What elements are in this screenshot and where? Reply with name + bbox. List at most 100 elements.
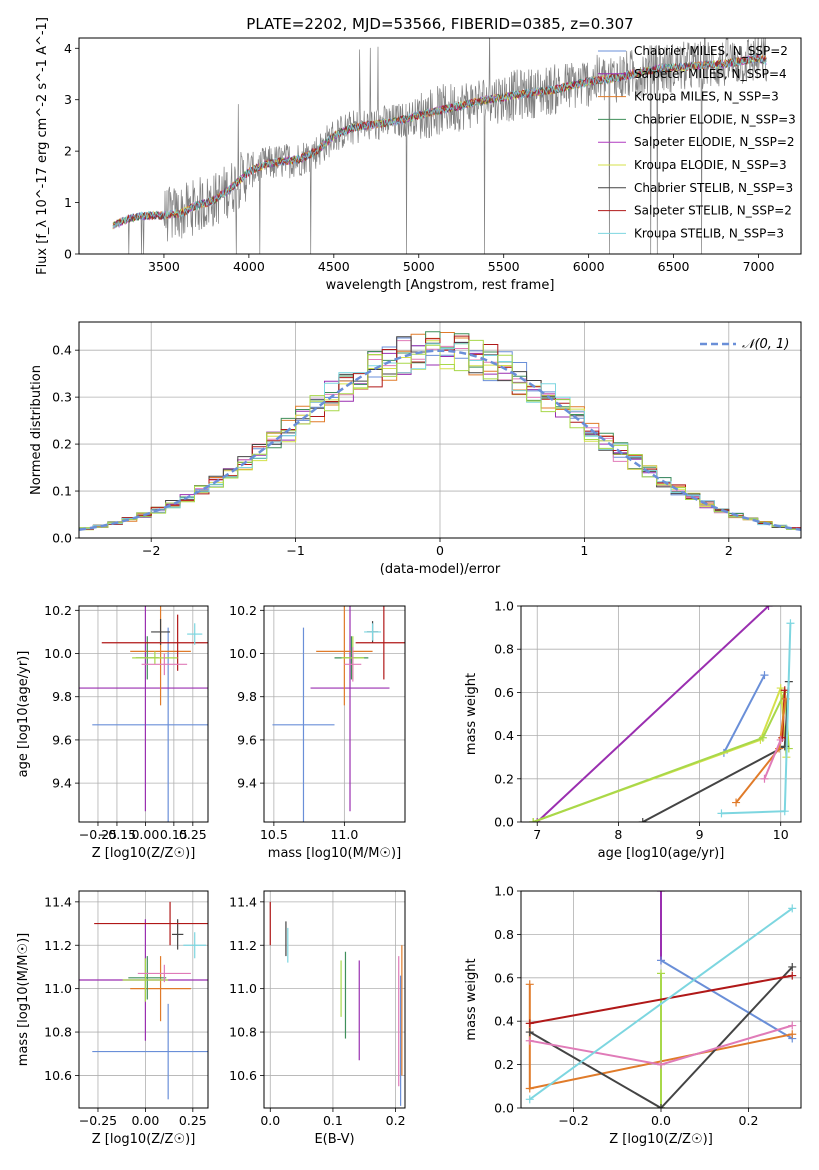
weight-marker (788, 971, 797, 980)
weight-marker (786, 619, 795, 628)
weight-marker (717, 809, 726, 818)
weight-marker (525, 1019, 534, 1028)
residuals-chart: −2 −1 0 1 2 0.0 0.1 0.2 0.3 0.4 (data-model)/error… (29, 321, 802, 577)
y-tick-label: 10.0 (44, 646, 72, 661)
x-tick-label: 5500 (488, 259, 520, 274)
weight-marker (638, 818, 647, 822)
weight-marker (760, 671, 769, 680)
x-tick-label: 0.2 (386, 1113, 406, 1128)
y-axis-label: mass [log10(M/M☉)] (16, 933, 31, 1066)
weight-line (529, 974, 793, 1025)
axes-frame (78, 890, 209, 1109)
plot-area (529, 606, 795, 822)
y-tick-label: 0.6 (494, 685, 514, 700)
x-tick-label: 7 (533, 827, 541, 842)
y-tick-label: 9.6 (237, 732, 257, 747)
x-tick-label: 6000 (573, 259, 605, 274)
weight-marker (657, 969, 665, 978)
y-tick-label: 10.2 (44, 603, 72, 618)
x-tick-label: −0.2 (558, 1113, 588, 1128)
legend-label: Kroupa ELODIE, N_SSP=3 (634, 158, 787, 172)
weight-vs-Z-chart: −0.2 0.0 0.2 0.0 0.2 0.4 0.6 0.8 1.0 Z [log10(Z/Z… (464, 884, 802, 1147)
weight-line (723, 674, 766, 754)
weight-marker (657, 1060, 665, 1069)
y-tick-label: 1.0 (494, 884, 514, 899)
x-axis-label: wavelength [Angstrom, rest frame] (326, 278, 555, 293)
charts-layer: 3500 4000 4500 5000 5500 6000 6500 7000 0 1 2 3 4 wav… (16, 17, 802, 1147)
weight-line (536, 606, 770, 822)
y-tick-label: 0.4 (494, 1014, 514, 1029)
y-axis-label: mass weight (464, 958, 479, 1040)
legend-label: Chabrier STELIB, N_SSP=3 (634, 181, 793, 195)
plot-area (79, 606, 208, 822)
y-tick-label: 10.2 (229, 603, 257, 618)
y-tick-label: 11.2 (229, 938, 257, 953)
x-tick-label: 4000 (233, 259, 265, 274)
y-tick-label: 0.0 (494, 815, 514, 830)
y-tick-label: 0.0 (52, 531, 72, 546)
x-axis-label: E(B-V) (314, 1132, 354, 1147)
weight-marker (780, 807, 789, 816)
y-axis-label: age [log10(age/yr)] (16, 651, 31, 778)
y-tick-label: 0.2 (494, 1057, 514, 1072)
weight-line (532, 688, 790, 822)
plot-area (79, 901, 208, 1100)
y-tick-label: 1.0 (494, 599, 514, 614)
x-tick-label: −0.25 (79, 827, 117, 842)
weight-marker (788, 904, 797, 913)
weight-marker (732, 798, 741, 807)
x-axis-label: age [log10(age/yr)] (598, 846, 725, 861)
y-axis-label: mass weight (464, 673, 479, 755)
y-tick-label: 1 (64, 195, 72, 210)
y-tick-label: 9.4 (52, 776, 72, 791)
weight-marker (776, 735, 785, 744)
age-vs-Z-chart: −0.25−0.150.00 0.150.25 9.4 9.6 9.8 10.0 10.2 Z… (16, 603, 209, 861)
weight-line (529, 907, 793, 1101)
x-tick-label: 0.15 (160, 827, 188, 842)
y-tick-label: 0.3 (52, 390, 72, 405)
x-axis-label: Z [log10(Z/Z☉)] (609, 1132, 713, 1147)
weight-marker (758, 733, 767, 742)
y-tick-label: 0.4 (494, 728, 514, 743)
y-tick-label: 0.4 (52, 343, 72, 358)
histogram-lime (79, 339, 801, 530)
legend-label: Salpeter MILES, N_SSP=4 (634, 67, 787, 81)
weight-line (763, 739, 782, 780)
y-tick-label: 10.0 (229, 646, 257, 661)
x-tick-label: 9 (696, 827, 704, 842)
y-tick-label: 0.0 (494, 1101, 514, 1116)
y-axis-label: Flux [f_λ 10^-17 erg cm^-2 s^-1 A^-1] (35, 17, 50, 275)
weight-marker (533, 818, 542, 822)
weight-marker (525, 1028, 534, 1037)
y-tick-label: 4 (64, 41, 72, 56)
mass-vs-Z-chart: −0.25 0.00 0.25 10.6 10.8 11.0 11.2 11.4 Z [log1… (16, 890, 209, 1147)
x-tick-label: 2 (725, 543, 733, 558)
x-axis-label: Z [log10(Z/Z☉)] (92, 846, 196, 861)
y-tick-label: 11.0 (44, 981, 72, 996)
y-tick-label: 10.6 (44, 1068, 72, 1083)
weight-marker (657, 956, 665, 965)
normal-curve (79, 349, 801, 532)
y-tick-label: 3 (64, 92, 72, 107)
y-tick-label: 0.8 (494, 927, 514, 942)
weight-line (721, 623, 792, 815)
x-tick-label: 0.25 (179, 1113, 207, 1128)
x-tick-label: −0.25 (79, 1113, 117, 1128)
x-tick-label: −1 (286, 543, 304, 558)
legend-label: Salpeter ELODIE, N_SSP=2 (634, 135, 795, 149)
x-tick-label: 0.0 (260, 1113, 280, 1128)
x-tick-label: 1 (580, 543, 588, 558)
y-tick-label: 11.2 (44, 938, 72, 953)
x-tick-label: 0 (436, 543, 444, 558)
x-tick-label: 0.2 (739, 1113, 759, 1128)
axes-frame (78, 37, 802, 255)
plot-area (269, 901, 403, 1106)
axes-frame (520, 605, 802, 823)
weight-marker (525, 1095, 534, 1104)
x-tick-label: 8 (614, 827, 622, 842)
x-tick-label: 10 (773, 827, 789, 842)
x-tick-label: 3500 (148, 259, 180, 274)
data-spectrum-line (113, 38, 768, 254)
legend-label: Salpeter STELIB, N_SSP=2 (634, 204, 792, 218)
plot-area (525, 891, 797, 1108)
